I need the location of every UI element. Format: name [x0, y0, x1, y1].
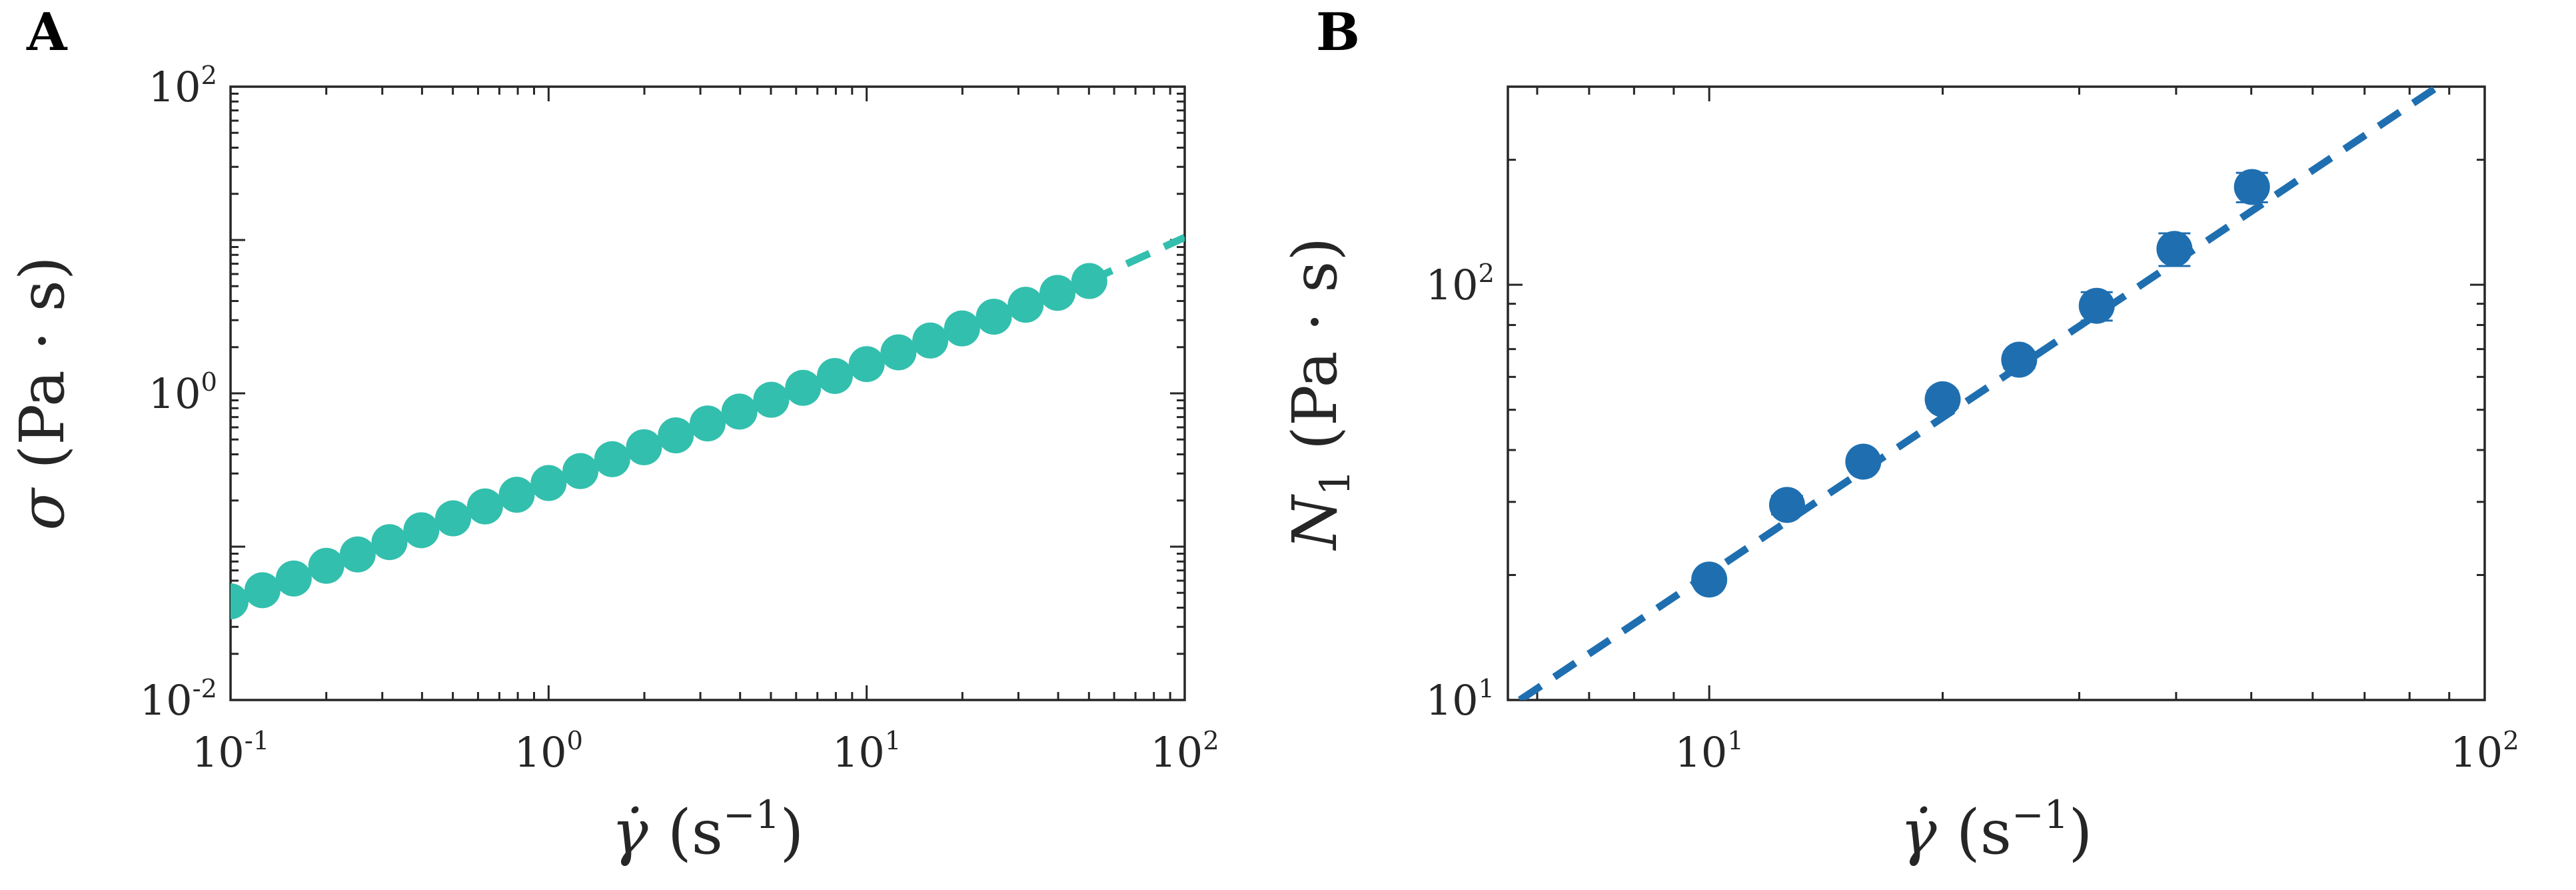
plot-area [1517, 87, 2440, 700]
y-axis-label: N1 (Pa · s) [1279, 237, 1359, 551]
x-axis-units: (s [668, 797, 723, 868]
data-point [594, 441, 630, 477]
data-point [562, 453, 599, 489]
x-axis-close: ) [780, 797, 804, 868]
x-tick-label-exp: 0 [567, 726, 583, 756]
fit-line [1517, 87, 2440, 700]
data-point [848, 346, 885, 383]
x-tick-label-exp: -1 [245, 726, 269, 756]
y-tick-label-base: 10 [1426, 261, 1479, 309]
x-tick-label-exp: 2 [2503, 726, 2519, 756]
x-tick-label-base: 10 [1674, 728, 1727, 777]
data-point [1845, 443, 1882, 480]
x-axis-symbol: γ̇ [612, 797, 649, 868]
data-point [721, 393, 758, 430]
y-axis-label: σ (Pa · s) [7, 256, 78, 530]
data-point [435, 500, 472, 537]
data-point [753, 381, 790, 418]
y-axis-symbol: σ [7, 487, 78, 531]
y-axis-units: (Pa · s) [7, 256, 78, 469]
x-tick-label: 101 [832, 726, 901, 777]
axes-box [1507, 85, 2486, 701]
y-tick-label: 102 [149, 61, 217, 111]
x-axis-label: γ̇ (s−1) [612, 792, 804, 868]
plot-area [231, 234, 1185, 619]
data-point [2156, 231, 2193, 267]
panel-label-a: A [26, 2, 68, 63]
x-axis-units: (s [1956, 797, 2012, 868]
data-point [1691, 561, 1728, 598]
data-point [975, 299, 1012, 335]
y-axis-units: (Pa · s) [1279, 237, 1351, 450]
y-axis-symbol: N [1279, 493, 1351, 551]
x-tick-label-exp: 1 [1727, 726, 1743, 756]
x-axis-units-exp: −1 [2012, 792, 2069, 837]
x-tick-label: 100 [514, 726, 583, 777]
x-tick-label-base: 10 [192, 728, 245, 777]
panel-label-b: B [1316, 2, 1360, 63]
data-point [498, 477, 535, 513]
data-point [626, 429, 662, 465]
data-point [912, 322, 949, 359]
x-tick-label-base: 10 [832, 728, 885, 777]
data-point [403, 512, 440, 549]
data-point [1768, 487, 1805, 523]
y-tick-label-exp: 2 [1479, 259, 1495, 289]
data-point [530, 465, 567, 501]
y-tick-label: 102 [1426, 259, 1495, 309]
x-tick-label: 101 [1674, 726, 1743, 777]
data-point [1924, 381, 1961, 417]
y-tick-label-exp: 1 [1479, 674, 1495, 704]
data-point [1071, 263, 1107, 299]
x-tick-label: 102 [1150, 726, 1219, 777]
data-point [785, 369, 822, 406]
y-tick-label-base: 10 [149, 63, 201, 111]
y-tick-label: 10-2 [140, 674, 217, 725]
data-point [339, 536, 376, 573]
y-tick-label-base: 10 [1426, 676, 1479, 725]
data-point [275, 560, 312, 597]
data-point [308, 547, 344, 584]
x-axis-units-exp: −1 [723, 792, 780, 837]
data-point [689, 405, 726, 442]
y-tick-label: 101 [1426, 674, 1495, 725]
x-axis-symbol: γ̇ [1900, 797, 1938, 868]
data-point [466, 488, 503, 525]
data-point [880, 334, 917, 371]
y-tick-label: 100 [149, 367, 217, 418]
y-tick-label-exp: 0 [201, 367, 217, 397]
axes-box [229, 85, 1186, 701]
data-point [658, 417, 694, 454]
x-axis-close: ) [2068, 797, 2092, 868]
x-tick-label-base: 10 [1150, 728, 1203, 777]
data-point [371, 524, 408, 561]
x-tick-label-base: 10 [514, 728, 567, 777]
y-tick-label-base: 10 [149, 369, 201, 418]
x-tick-label-exp: 2 [1203, 726, 1219, 756]
data-point [944, 310, 980, 347]
x-axis-label: γ̇ (s−1) [1900, 792, 2093, 868]
x-tick-label-exp: 1 [885, 726, 901, 756]
data-point [2234, 169, 2270, 205]
data-point [816, 357, 853, 394]
y-tick-label-base: 10 [140, 676, 193, 725]
data-point [231, 583, 249, 619]
x-tick-label: 102 [2450, 726, 2519, 777]
x-tick-label: 10-1 [192, 726, 269, 777]
y-tick-label-exp: 2 [201, 61, 217, 91]
data-point [2078, 287, 2115, 324]
y-axis-subscript: 1 [1311, 469, 1359, 495]
x-tick-label-base: 10 [2450, 728, 2503, 777]
data-point [244, 572, 281, 609]
data-point [1039, 275, 1076, 311]
data-point [1007, 287, 1044, 323]
y-tick-label-exp: -2 [193, 674, 217, 704]
data-point [2001, 341, 2038, 378]
